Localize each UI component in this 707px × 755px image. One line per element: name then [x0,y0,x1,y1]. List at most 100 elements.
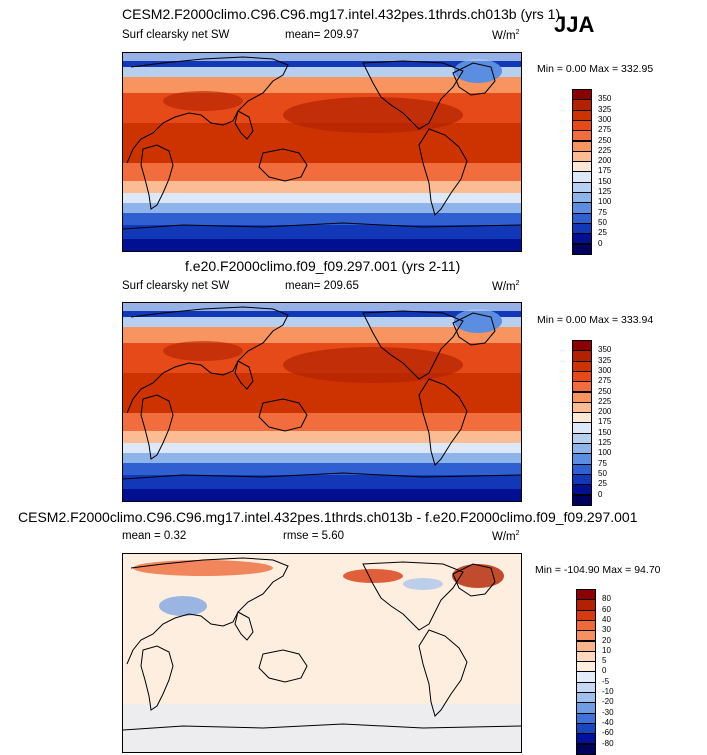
map-coastline [452,62,496,96]
map-coastline [452,312,496,346]
colorbar-tick-label: 75 [598,458,607,468]
map-field-patch [163,91,243,111]
colorbar-tick-label: 50 [598,468,607,478]
colorbar-tick-label: 25 [598,228,607,238]
panel1-minmax: Min = 0.00 Max = 332.95 [537,63,654,75]
map-coastline [140,144,174,210]
map-field-band [123,213,521,225]
map-coastline [140,394,174,460]
map-coastline [123,222,521,230]
map-coastline [126,56,289,164]
panel3-rmse: rmse = 5.60 [283,530,345,542]
map-field-band [123,225,521,239]
map-coastline [123,472,521,480]
colorbar-tick-label: 20 [602,635,611,645]
colorbar-tick-label: -80 [602,738,614,748]
map-field-band [123,327,521,343]
colorbar-tick-label: 150 [598,176,612,186]
colorbar-tick-label: 60 [602,604,611,614]
map-coastline [123,723,521,731]
map-field-band [123,463,521,475]
map-field-patch [163,341,243,361]
panel3-units: W/m2 [492,530,520,543]
map-field-band [123,489,521,501]
colorbar-tick-label: 175 [598,417,612,427]
colorbar-tick-label: 75 [598,207,607,217]
colorbar-tick-label: 50 [598,217,607,227]
map-coastline [126,557,289,665]
map-field-band [123,413,521,431]
panel3-mean: mean = 0.32 [122,530,187,542]
colorbar-tick-label: 40 [602,614,611,624]
colorbar-tick-label: 300 [598,114,612,124]
map-field-patch [123,303,521,311]
map-coastline [362,60,464,130]
map-field-band [123,67,521,77]
colorbar-cell [572,494,592,506]
panel2-mean: mean= 209.65 [285,280,359,292]
map-coastline [418,378,468,466]
colorbar-tick-label: 0 [598,238,603,248]
map-field-patch [403,578,443,590]
colorbar-tick-label: 325 [598,355,612,365]
map-field-band [123,443,521,453]
map-coastline [362,310,464,380]
colorbar-tick-label: 125 [598,187,612,196]
colorbar-cell [572,243,592,255]
colorbar-tick-label: 200 [598,407,612,417]
colorbar-tick-label: -30 [602,707,614,717]
panel1-variable: Surf clearsky net SW [122,29,230,41]
map-field-band [123,181,521,193]
colorbar-tick-label: 275 [598,376,612,386]
map-field-band [123,77,521,93]
colorbar-tick-label: -10 [602,687,614,696]
map-coastline [234,110,254,140]
colorbar-cell [576,743,596,755]
map-coastline [362,561,464,631]
map-field-patch [123,53,521,61]
colorbar-tick-label: 350 [598,345,612,355]
colorbar-tick-label: 10 [602,645,611,655]
map-field-band [123,704,521,752]
colorbar-tick-label: 150 [598,427,612,437]
map-coastline [126,306,289,414]
colorbar-tick-label: 300 [598,365,612,375]
map-field-band [123,431,521,443]
map-field-patch [159,596,207,616]
map-coastline [258,148,308,182]
map-coastline [258,649,308,683]
map-coastline [452,563,496,597]
panel1-mean: mean= 209.97 [285,29,359,41]
map-field-patch [283,347,463,383]
colorbar-tick-label: 350 [598,94,612,104]
map-coastline [234,611,254,641]
map-field-band [123,193,521,203]
map-field-patch [133,560,273,576]
map-field-band [123,453,521,463]
map-coastline [258,398,308,432]
colorbar-tick-label: 250 [598,386,612,396]
colorbar-tick-label: 5 [602,656,607,666]
map-field-patch [452,564,504,588]
colorbar-tick-label: 100 [598,448,612,458]
map-field-patch [343,569,403,583]
panel1-map [122,52,522,252]
colorbar-tick-label: 0 [602,666,607,676]
colorbar-tick-label: -60 [602,728,614,738]
colorbar-tick-label: 175 [598,166,612,176]
panel3-title: CESM2.F2000climo.C96.C96.mg17.intel.432p… [18,509,638,525]
map-field-band [123,475,521,489]
colorbar-tick-label: 275 [598,125,612,135]
panel2-units: W/m2 [492,280,520,293]
panel1-units: W/m2 [492,29,520,42]
map-field-patch [454,59,502,83]
panel2-map [122,302,522,502]
colorbar-tick-label: 225 [598,396,612,406]
panel3-map [122,553,522,753]
colorbar-tick-label: -40 [602,717,614,727]
map-field-band [123,203,521,213]
colorbar-tick-label: 125 [598,438,612,447]
colorbar-tick-label: 30 [602,625,611,635]
colorbar-tick-label: 0 [598,489,603,499]
colorbar-tick-label: 80 [602,594,611,604]
